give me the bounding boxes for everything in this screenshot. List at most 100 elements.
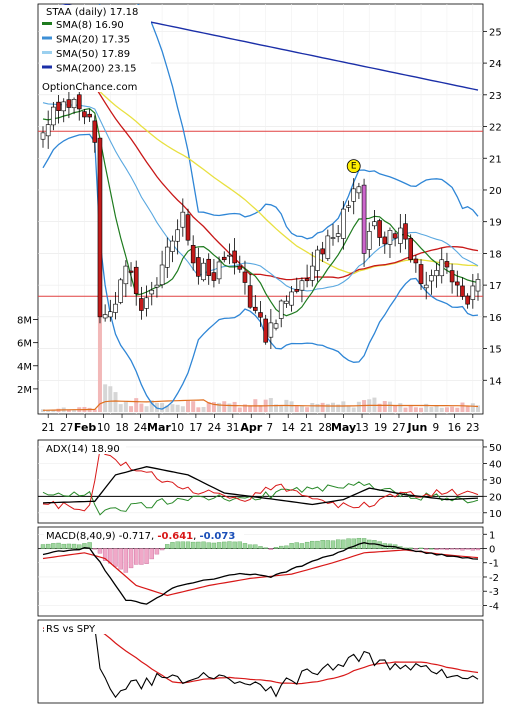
candle-body [180, 211, 186, 228]
price-y-axis: 25 24 23 22 21 20 19 18 17 16 15 14 [483, 27, 502, 387]
adx-title: ADX(14) 18.90 [46, 444, 120, 455]
volume-bar [186, 400, 190, 412]
candlestick [201, 258, 206, 282]
date-tick-label: 24 [208, 422, 222, 434]
candle-body [454, 281, 460, 286]
candlestick [123, 260, 129, 298]
macd-title-background [44, 529, 244, 541]
candlestick [76, 91, 82, 121]
candle-body [423, 284, 429, 289]
date-tick-label: 13 [355, 422, 368, 434]
volume-bar [103, 384, 108, 412]
minus-di-line [42, 448, 479, 512]
volume-bar [149, 400, 154, 412]
candlestick [237, 255, 243, 273]
candle-body [366, 231, 372, 250]
macd-histogram-bar [242, 543, 248, 549]
candlestick [149, 281, 155, 306]
date-tick-label: Feb [74, 421, 97, 434]
volume-bar [310, 402, 315, 412]
candlestick [449, 263, 455, 294]
candle-body [108, 311, 113, 318]
candlestick [97, 137, 103, 324]
rs-title: RS vs SPY [46, 624, 96, 635]
volume-bar [175, 404, 180, 412]
macd-histogram-bar [263, 547, 268, 549]
volume-bar [403, 407, 408, 412]
bollinger-upper-line [42, 4, 479, 240]
candle-body [377, 220, 382, 238]
candle-body [66, 99, 72, 108]
candlestick [294, 277, 300, 294]
candle-body [133, 266, 139, 294]
macd-histogram-bar [222, 541, 227, 549]
macd-tick-label: -3 [489, 587, 499, 598]
price-tick-label: 15 [489, 345, 502, 356]
candlestick [273, 319, 279, 331]
candle-body [128, 270, 134, 273]
adx-y-axis: 50 40 30 20 10 [483, 443, 502, 520]
price-panel: 25 24 23 22 21 20 19 18 17 16 15 14 8M 6M 4M 2M E STAA… [17, 3, 502, 415]
date-tick-label: Mar [147, 421, 171, 434]
macd-histogram-bar [460, 548, 465, 551]
volume-bar [382, 401, 387, 412]
candlestick [284, 295, 289, 308]
volume-bar [160, 402, 165, 412]
candlestick [377, 218, 382, 247]
macd-histogram-bar [134, 548, 139, 565]
candle-body [408, 237, 413, 260]
candlestick [180, 198, 186, 237]
candle-body [325, 235, 331, 259]
volume-bar [315, 403, 320, 412]
macd-tick-label: -2 [489, 573, 499, 584]
candle-body [154, 284, 160, 288]
macd-histogram-bar [304, 541, 310, 549]
candle-body [56, 101, 61, 111]
candle-body [164, 246, 170, 268]
candlestick [304, 264, 310, 288]
volume-bar [398, 403, 403, 412]
volume-bar [51, 409, 56, 412]
macd-histogram-bar [40, 544, 46, 549]
candle-body [335, 233, 341, 237]
volume-bar [97, 300, 102, 412]
candle-body [242, 271, 248, 283]
candle-body [237, 265, 243, 270]
candlestick [139, 286, 144, 320]
candlestick [133, 260, 139, 306]
macd-histogram-bar [455, 548, 460, 550]
adx-tick-label: 20 [489, 492, 502, 503]
date-tick-label: 24 [134, 422, 148, 434]
volume-bar [134, 398, 139, 412]
candle-body [320, 248, 325, 255]
macd-histogram-bar [465, 548, 470, 550]
candlestick [366, 222, 372, 258]
volume-bar [108, 386, 113, 412]
macd-histogram-bar [444, 548, 450, 551]
volume-bar [211, 402, 216, 412]
candlestick [439, 248, 445, 284]
macd-histogram-bar [232, 541, 237, 549]
macd-histogram-bar [351, 538, 356, 549]
candlestick [372, 209, 377, 230]
volume-bar [217, 402, 222, 412]
date-tick-label: 21 [41, 422, 54, 434]
macd-histogram-bar [170, 542, 175, 549]
macd-histogram-bar [315, 540, 320, 549]
volume-bar [419, 407, 424, 412]
candlestick [71, 97, 77, 115]
candlestick [315, 245, 320, 282]
candle-body [315, 249, 320, 271]
macd-tick-label: 0 [489, 545, 495, 556]
candle-body [216, 261, 222, 280]
macd-histogram-bar [237, 541, 242, 549]
legend-background [41, 5, 151, 92]
candle-body [470, 285, 476, 300]
candlestick [232, 238, 237, 275]
long-trend-line [42, 70, 479, 281]
candlestick [211, 258, 217, 288]
candle-body [71, 99, 77, 109]
macd-histogram-bar [227, 541, 232, 549]
macd-histogram-bar [434, 548, 439, 550]
price-tick-label: 24 [489, 59, 502, 70]
